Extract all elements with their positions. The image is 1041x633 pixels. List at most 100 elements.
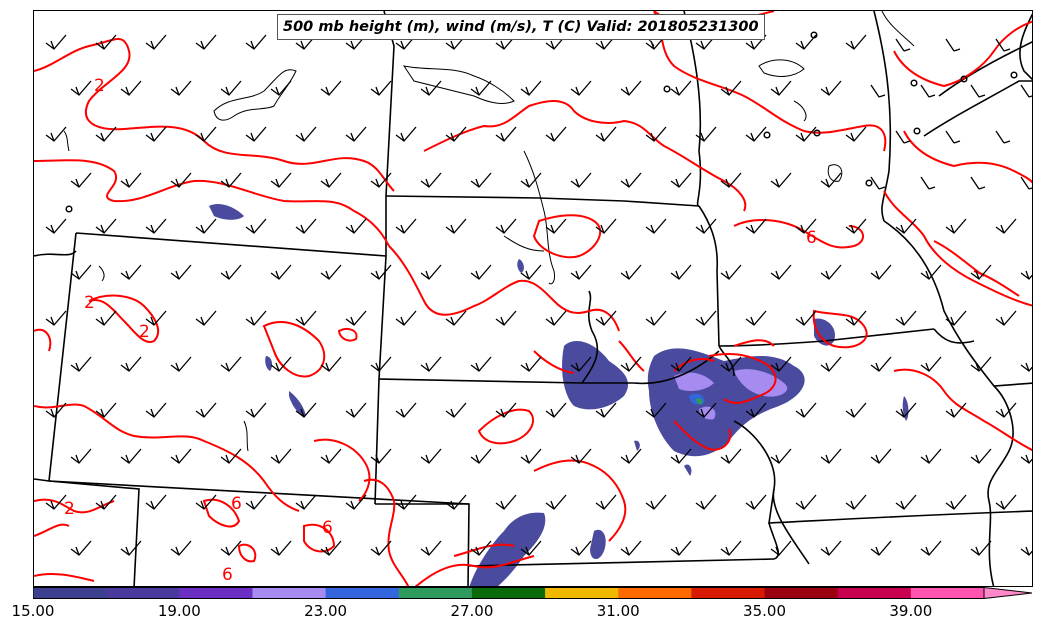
wind-barb-icon (495, 310, 517, 326)
wind-barb-icon (820, 264, 842, 280)
precip-shading-core (689, 393, 705, 405)
temperature-contours (34, 11, 1032, 586)
wind-barb-icon (920, 176, 936, 190)
map-canvas: 2 2 2 6 6 6 2 6 (34, 11, 1032, 586)
wind-barb-icon (245, 126, 267, 142)
wind-barb-icon (45, 218, 67, 234)
wind-barb-icon (1020, 270, 1032, 280)
calm-wind-circle-icon (910, 79, 918, 87)
wind-barb-icon (570, 172, 592, 188)
wind-barb-icon (220, 264, 242, 280)
wind-barb-icon (895, 130, 911, 144)
colorbar-segment (252, 587, 327, 599)
calm-wind-circle-icon (960, 75, 968, 83)
wind-barb-icon (745, 494, 767, 510)
state-boundaries (34, 11, 1032, 586)
wind-barb-icon (770, 356, 792, 372)
wind-barb-icon (820, 80, 842, 96)
wind-barb-icon (120, 80, 142, 96)
wind-barb-icon (795, 402, 817, 418)
wind-barb-icon (345, 494, 367, 510)
wind-barb-icon (720, 80, 742, 96)
wind-barb-icon (970, 176, 986, 190)
colorbar-segment (691, 587, 766, 599)
wind-barb-icon (320, 356, 342, 372)
wind-barb-icon (770, 80, 792, 96)
wind-barb-icon (920, 264, 942, 280)
wind-barb-icon (420, 80, 442, 96)
wind-barb-icon (870, 264, 892, 280)
wind-barb-icon (920, 540, 942, 556)
wind-barb-icon (795, 494, 817, 510)
wind-barb-icon (570, 448, 592, 464)
contour-labels: 2 2 2 6 6 6 2 6 (64, 76, 817, 585)
wind-barb-icon (670, 356, 692, 372)
wind-barb-icon (470, 172, 492, 188)
wind-barb-icon (970, 84, 986, 98)
wind-barb-icon (245, 34, 267, 50)
wind-barb-icon (170, 540, 192, 556)
wind-barb-icon (520, 172, 542, 188)
wind-barb-icon (945, 310, 967, 326)
wind-barb-icon (620, 172, 642, 188)
colorbar-segment (106, 587, 180, 599)
wind-barb-icon (670, 540, 692, 556)
wind-barb-icon (95, 402, 117, 418)
wind-barb-icon (620, 356, 642, 372)
wind-barb-icon (670, 264, 692, 280)
wind-barb-icon (620, 448, 642, 464)
wind-barb-icon (295, 310, 317, 326)
wind-barb-icon (795, 310, 817, 326)
wind-barb-icon (895, 310, 917, 326)
wind-barb-icon (770, 264, 792, 280)
wind-barb-icon (995, 218, 1017, 234)
wind-barb-icon (770, 540, 792, 556)
wind-barb-icon (720, 264, 742, 280)
wind-barb-icon (270, 448, 292, 464)
wind-barb-icon (720, 356, 742, 372)
wind-barb-icon (470, 540, 492, 556)
wind-barb-icon (445, 402, 467, 418)
wind-barb-icon (645, 218, 667, 234)
wind-barb-icon (420, 356, 442, 372)
wind-barb-icon (620, 540, 642, 556)
wind-barb-icon (845, 34, 867, 50)
wind-barb-icon (420, 172, 442, 188)
wind-barb-icon (70, 172, 92, 188)
wind-barb-icon (270, 356, 292, 372)
wind-barb-icon (795, 218, 817, 234)
wind-barb-icon (420, 448, 442, 464)
wind-barb-icon (145, 494, 167, 510)
wind-barb-icon (545, 310, 567, 326)
wind-barb-icon (195, 402, 217, 418)
wind-barb-icon (445, 310, 467, 326)
wind-barb-icon (45, 34, 67, 50)
wind-barb-icon (720, 448, 742, 464)
wind-barb-icon (45, 494, 67, 510)
wind-barb-icon (395, 494, 417, 510)
wind-barb-icon (820, 448, 842, 464)
wind-barb-icon (370, 80, 392, 96)
wind-barb-icon (495, 218, 517, 234)
wind-barb-icon (395, 402, 417, 418)
wind-barb-icon (620, 264, 642, 280)
wind-barb-icon (970, 264, 992, 280)
wind-barb-icon (695, 218, 717, 234)
wind-barb-icon (95, 494, 117, 510)
wind-barb-icon (720, 172, 742, 188)
wind-barb-icon (970, 540, 992, 556)
wind-barb-icon (1020, 546, 1032, 556)
wind-barb-icon (245, 494, 267, 510)
wind-barb-icon (845, 218, 867, 234)
wind-barb-icon (120, 264, 142, 280)
wind-barb-icon (670, 172, 692, 188)
wind-barb-icon (145, 218, 167, 234)
map-title: 500 mb height (m), wind (m/s), T (C) Val… (277, 14, 765, 40)
wind-barb-icon (470, 80, 492, 96)
wind-barb-icon (920, 356, 942, 372)
wind-barb-icon (545, 126, 567, 142)
wind-barb-icon (370, 172, 392, 188)
wind-barb-icon (470, 448, 492, 464)
wind-barb-icon (870, 540, 892, 556)
wind-barb-icon (270, 264, 292, 280)
